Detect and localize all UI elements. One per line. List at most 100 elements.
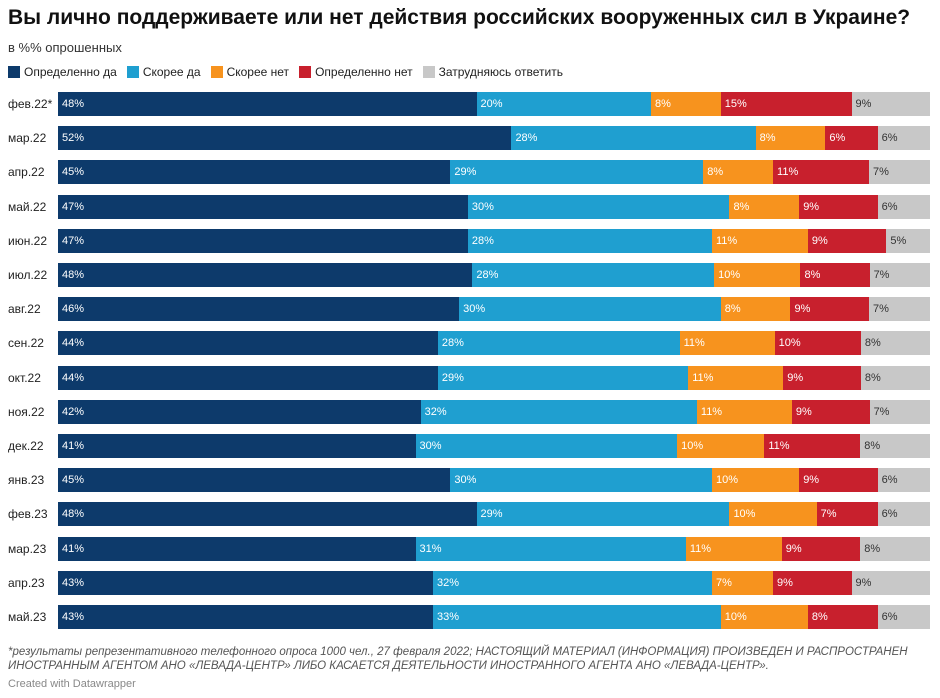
bar-segment [791, 399, 870, 424]
bar-segment [799, 194, 878, 219]
bar-segment [415, 434, 678, 458]
data-label: 20% [480, 98, 503, 110]
legend-swatch [422, 66, 435, 78]
bar-segment [688, 365, 784, 390]
data-label: 9% [855, 576, 872, 589]
bar-segment [774, 331, 861, 356]
data-label: 48% [62, 269, 85, 281]
bar-segment [816, 502, 878, 527]
bar-segment [703, 160, 774, 185]
bar-segment [437, 331, 680, 356]
data-label: 9% [777, 576, 793, 589]
bar-segment [799, 468, 878, 493]
datawrapper-credit[interactable]: Created with Datawrapper [8, 678, 136, 690]
data-label: 15% [724, 98, 747, 110]
bar-segment [58, 263, 473, 287]
bar-segment [58, 331, 438, 356]
bar-segment [712, 570, 774, 595]
data-label: 46% [62, 303, 85, 316]
data-label: 10% [724, 611, 747, 623]
data-label: 10% [716, 474, 739, 487]
data-label: 30% [463, 303, 486, 316]
data-label: 44% [62, 337, 85, 350]
bar-segment [58, 194, 468, 219]
bar-segment [877, 468, 930, 493]
category-label: дек.22 [8, 439, 44, 453]
data-label: 11% [689, 542, 712, 555]
data-label: 44% [62, 371, 85, 384]
bar-segment [511, 126, 756, 151]
data-label: 8% [733, 200, 750, 213]
data-label: 8% [864, 542, 881, 555]
category-label: авг.22 [8, 302, 41, 317]
legend-label: Затрудняюсь ответить [438, 65, 563, 79]
data-label: 42% [62, 405, 85, 418]
data-label: 30% [454, 474, 477, 487]
data-label: 10% [733, 508, 756, 521]
bar-segment [420, 399, 697, 424]
bar-segment [58, 605, 433, 629]
category-label: май.22 [8, 199, 47, 214]
data-label: 30% [471, 200, 494, 213]
data-label: 10% [778, 337, 801, 350]
legend-label: Скорее нет [226, 65, 290, 79]
bar-segment [432, 570, 712, 595]
category-label: янв.23 [8, 473, 45, 488]
bar-segment [58, 434, 416, 458]
bar-segment [58, 92, 477, 116]
data-label: 11% [716, 234, 738, 247]
data-label: 41% [62, 542, 85, 555]
data-label: 8% [724, 303, 741, 316]
data-label: 9% [803, 474, 820, 487]
bar-segment [860, 365, 930, 390]
bar-segment [755, 126, 826, 151]
data-label: 30% [419, 440, 442, 452]
bar-segment [729, 502, 817, 527]
data-label: 29% [480, 508, 503, 521]
data-label: 11% [700, 405, 723, 418]
data-label: 8% [864, 337, 881, 350]
bar-segment [860, 331, 930, 356]
legend-swatch [299, 66, 312, 78]
category-label: мар.23 [8, 541, 47, 556]
data-label: 28% [441, 337, 464, 350]
bar-segment [714, 263, 801, 287]
bar-segment [868, 297, 930, 322]
data-label: 11% [777, 166, 799, 179]
legend-label: Определенно да [24, 65, 117, 79]
bar-segment [886, 228, 930, 253]
legend-label: Определенно нет [315, 65, 413, 79]
bar-segment [58, 502, 477, 527]
bar-segment [467, 228, 712, 253]
data-label: 9% [811, 234, 828, 247]
data-label: 29% [454, 166, 477, 179]
category-label: июн.22 [8, 233, 48, 248]
category-label: апр.22 [8, 165, 45, 180]
data-label: 11% [768, 440, 790, 452]
data-label: 8% [864, 371, 881, 384]
bar-segment [851, 570, 930, 595]
data-label: 8% [804, 269, 821, 281]
data-label: 43% [62, 576, 85, 589]
data-label: 7% [820, 508, 837, 521]
data-label: 7% [716, 576, 732, 589]
data-label: 8% [811, 611, 828, 623]
data-label: 9% [787, 371, 804, 384]
bar-segment [467, 194, 730, 219]
data-label: 45% [62, 166, 85, 179]
category-label: мар.22 [8, 131, 47, 146]
bar-segment [58, 126, 512, 151]
data-label: 9% [855, 98, 872, 110]
bar-segment [58, 468, 451, 493]
data-label: 28% [476, 269, 499, 281]
bar-segment [783, 365, 861, 390]
bar-segment [720, 605, 808, 629]
bar-segment [877, 605, 930, 629]
bar-segment [720, 297, 791, 322]
legend-swatch [126, 66, 139, 78]
legend-swatch [210, 66, 223, 78]
data-label: 33% [436, 611, 459, 623]
data-label: 9% [795, 405, 812, 418]
bar-segment [58, 570, 433, 595]
bar-segment [476, 92, 651, 116]
